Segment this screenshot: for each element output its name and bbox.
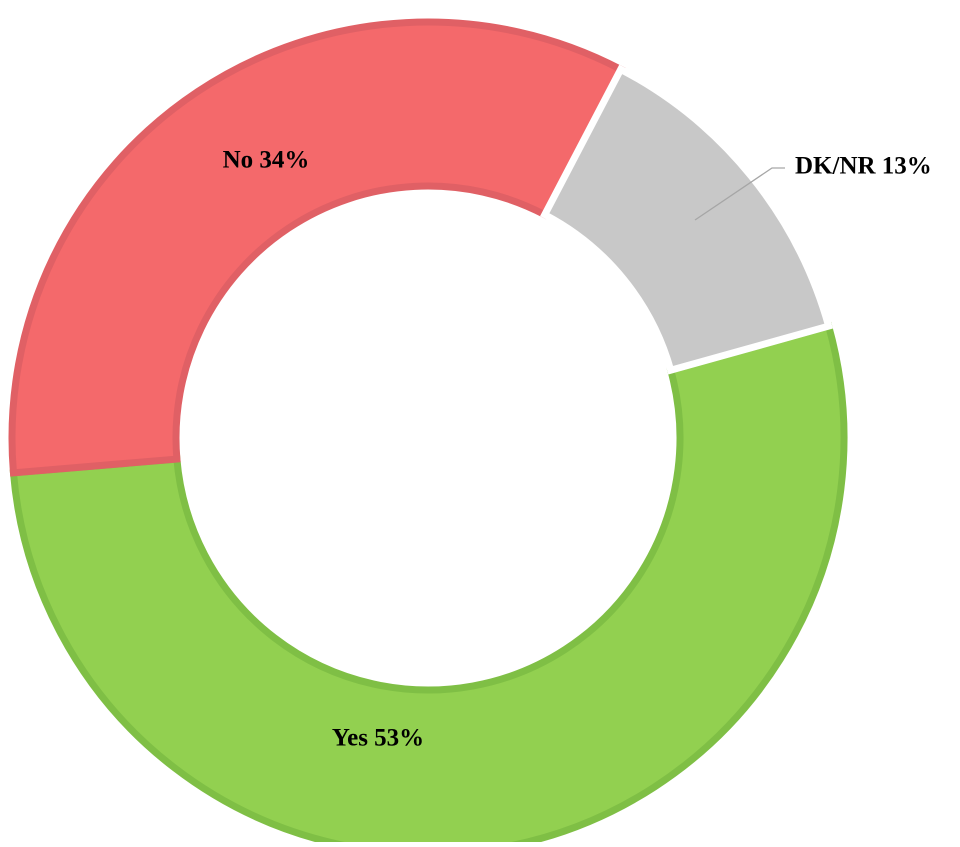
- data-label: DK/NR 13%: [795, 153, 932, 180]
- donut-segment: [9, 321, 848, 847]
- data-label: No 34%: [223, 147, 310, 174]
- donut-segment: [540, 64, 833, 375]
- leader-line: [694, 167, 785, 221]
- data-label: Yes 53%: [332, 725, 424, 752]
- donut-segment: [8, 18, 626, 477]
